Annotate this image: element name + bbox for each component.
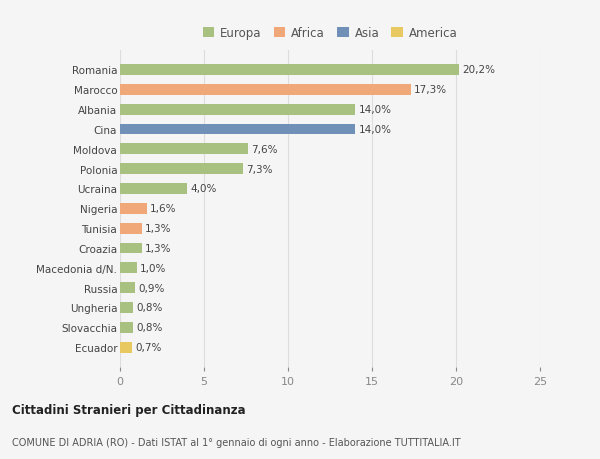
Text: 14,0%: 14,0%: [359, 105, 392, 115]
Bar: [120, 164, 242, 175]
Text: 7,3%: 7,3%: [246, 164, 272, 174]
Text: 7,6%: 7,6%: [251, 145, 278, 155]
Bar: [120, 65, 460, 76]
Bar: [120, 124, 355, 135]
Text: 1,3%: 1,3%: [145, 243, 172, 253]
Text: 14,0%: 14,0%: [359, 125, 392, 134]
Bar: [120, 84, 410, 95]
Text: 0,8%: 0,8%: [137, 303, 163, 313]
Text: COMUNE DI ADRIA (RO) - Dati ISTAT al 1° gennaio di ogni anno - Elaborazione TUTT: COMUNE DI ADRIA (RO) - Dati ISTAT al 1° …: [12, 437, 461, 447]
Bar: [120, 302, 133, 313]
Text: 1,0%: 1,0%: [140, 263, 167, 273]
Text: 1,3%: 1,3%: [145, 224, 172, 234]
Bar: [120, 322, 133, 333]
Legend: Europa, Africa, Asia, America: Europa, Africa, Asia, America: [200, 25, 460, 42]
Text: 1,6%: 1,6%: [150, 204, 177, 214]
Bar: [120, 105, 355, 115]
Text: Cittadini Stranieri per Cittadinanza: Cittadini Stranieri per Cittadinanza: [12, 403, 245, 416]
Text: 0,7%: 0,7%: [135, 342, 161, 353]
Bar: [120, 263, 137, 274]
Bar: [120, 203, 147, 214]
Bar: [120, 184, 187, 195]
Text: 4,0%: 4,0%: [191, 184, 217, 194]
Bar: [120, 342, 132, 353]
Bar: [120, 144, 248, 155]
Text: 17,3%: 17,3%: [414, 85, 447, 95]
Text: 0,9%: 0,9%: [139, 283, 165, 293]
Text: 0,8%: 0,8%: [137, 323, 163, 333]
Text: 20,2%: 20,2%: [463, 65, 496, 75]
Bar: [120, 243, 142, 254]
Bar: [120, 283, 135, 293]
Bar: [120, 223, 142, 234]
